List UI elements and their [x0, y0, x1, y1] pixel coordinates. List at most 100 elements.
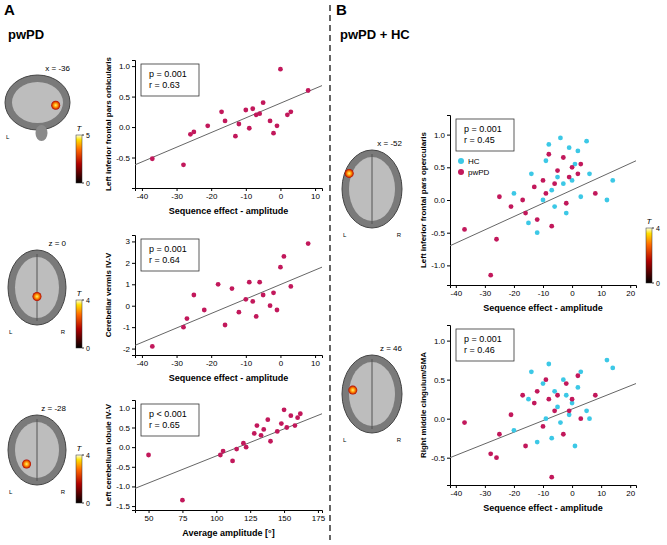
point — [234, 447, 239, 452]
point — [236, 122, 241, 127]
point — [555, 393, 560, 398]
point — [509, 204, 514, 209]
colorbar-tick-label: 4 — [86, 297, 90, 304]
annotation-box: p = 0.001r = 0.64 — [141, 239, 199, 271]
point — [219, 109, 224, 114]
point — [555, 175, 560, 180]
x-tick-mark — [182, 510, 183, 513]
colorbar-gradient — [76, 455, 82, 503]
point — [512, 428, 517, 433]
y-tick: 0.0 — [119, 443, 135, 452]
point — [526, 220, 531, 225]
y-axis-title: Left inferior frontal pars orbicularis — [104, 57, 113, 191]
series — [150, 241, 311, 349]
x-tick-mark — [456, 485, 457, 488]
y-tick-mark — [132, 241, 135, 242]
x-axis: -40-30-20-10010 — [136, 188, 323, 201]
annotation: r = 0.64 — [149, 255, 180, 265]
x-tick-mark — [149, 510, 150, 513]
point — [564, 201, 569, 206]
brain-midline — [372, 154, 373, 224]
x-tick-mark — [572, 485, 573, 488]
x-tick-label: -30 — [480, 489, 492, 498]
x-tick-label: -20 — [509, 489, 521, 498]
series — [150, 67, 311, 167]
point — [259, 433, 264, 438]
legend: HCpwPD — [458, 157, 490, 177]
annotation: p = 0.001 — [149, 244, 187, 254]
point — [223, 119, 228, 124]
y-tick-mark — [132, 486, 135, 487]
point — [271, 131, 276, 136]
x-tick: 75 — [178, 510, 187, 523]
plot-area — [135, 241, 322, 349]
x-tick: -40 — [137, 188, 149, 201]
x-tick: -10 — [538, 285, 550, 298]
y-tick: 0.5 — [434, 376, 450, 385]
point — [275, 308, 280, 313]
point — [544, 158, 549, 163]
x-tick-mark — [601, 485, 602, 488]
series — [146, 407, 303, 502]
x-tick-mark — [485, 485, 486, 488]
y-tick-label: -1.5 — [116, 502, 130, 511]
point — [278, 67, 283, 72]
y-axis: -1.0-0.50.00.51.0 — [431, 116, 450, 286]
series — [512, 358, 616, 449]
colorbar-tick-label: 5 — [86, 132, 90, 139]
slice-label: z = 0 — [48, 239, 66, 248]
colorbar-tick — [82, 455, 84, 456]
x-axis-line — [136, 189, 323, 192]
x-tick: -40 — [451, 485, 463, 498]
x-tick: -30 — [171, 355, 183, 368]
x-tick-mark — [177, 355, 178, 358]
annotation-frame — [456, 329, 514, 361]
point — [544, 416, 549, 421]
side-label: L — [6, 134, 10, 140]
y-axis: -2-10123 — [123, 236, 136, 356]
point — [247, 126, 252, 131]
x-tick-label: -10 — [538, 289, 550, 298]
x-axis-title: Sequence effect - amplitude — [169, 206, 289, 216]
trend-line — [135, 86, 322, 165]
point — [255, 423, 260, 428]
x-tick-label: 20 — [626, 489, 635, 498]
point — [292, 423, 297, 428]
y-tick-mark — [447, 200, 450, 201]
x-tick-mark — [543, 285, 544, 288]
x-tick: 0 — [570, 485, 575, 498]
x-tick-mark — [284, 510, 285, 513]
point — [546, 362, 551, 367]
point — [567, 145, 572, 150]
point — [564, 393, 569, 398]
y-tick: 0 — [126, 302, 135, 311]
x-tick-label: 10 — [597, 289, 606, 298]
x-tick-label: 0 — [279, 359, 284, 368]
point — [552, 408, 557, 413]
y-tick-mark — [132, 158, 135, 159]
x-axis-title: Average amplitude [°] — [182, 528, 274, 538]
point — [584, 408, 589, 413]
x-axis: 5075100125150175 — [136, 510, 326, 523]
x-tick-mark — [280, 188, 281, 191]
point — [541, 424, 546, 429]
x-tick: -20 — [206, 188, 218, 201]
point — [205, 123, 210, 128]
panel-title: pwPD — [8, 27, 44, 42]
x-tick-mark — [177, 188, 178, 191]
y-tick-mark — [132, 467, 135, 468]
point — [558, 135, 563, 140]
x-axis-line — [136, 356, 323, 359]
colorbar-tick — [82, 348, 84, 349]
point — [575, 149, 580, 154]
point — [488, 451, 493, 456]
brain-stem — [36, 125, 48, 141]
point — [497, 194, 502, 199]
point — [250, 299, 255, 304]
point — [535, 440, 540, 445]
point — [575, 385, 580, 390]
point — [295, 415, 300, 420]
y-axis: -1.5-1.0-0.50.00.51.0 — [116, 401, 135, 512]
point — [275, 429, 280, 434]
y-tick-mark — [447, 380, 450, 381]
